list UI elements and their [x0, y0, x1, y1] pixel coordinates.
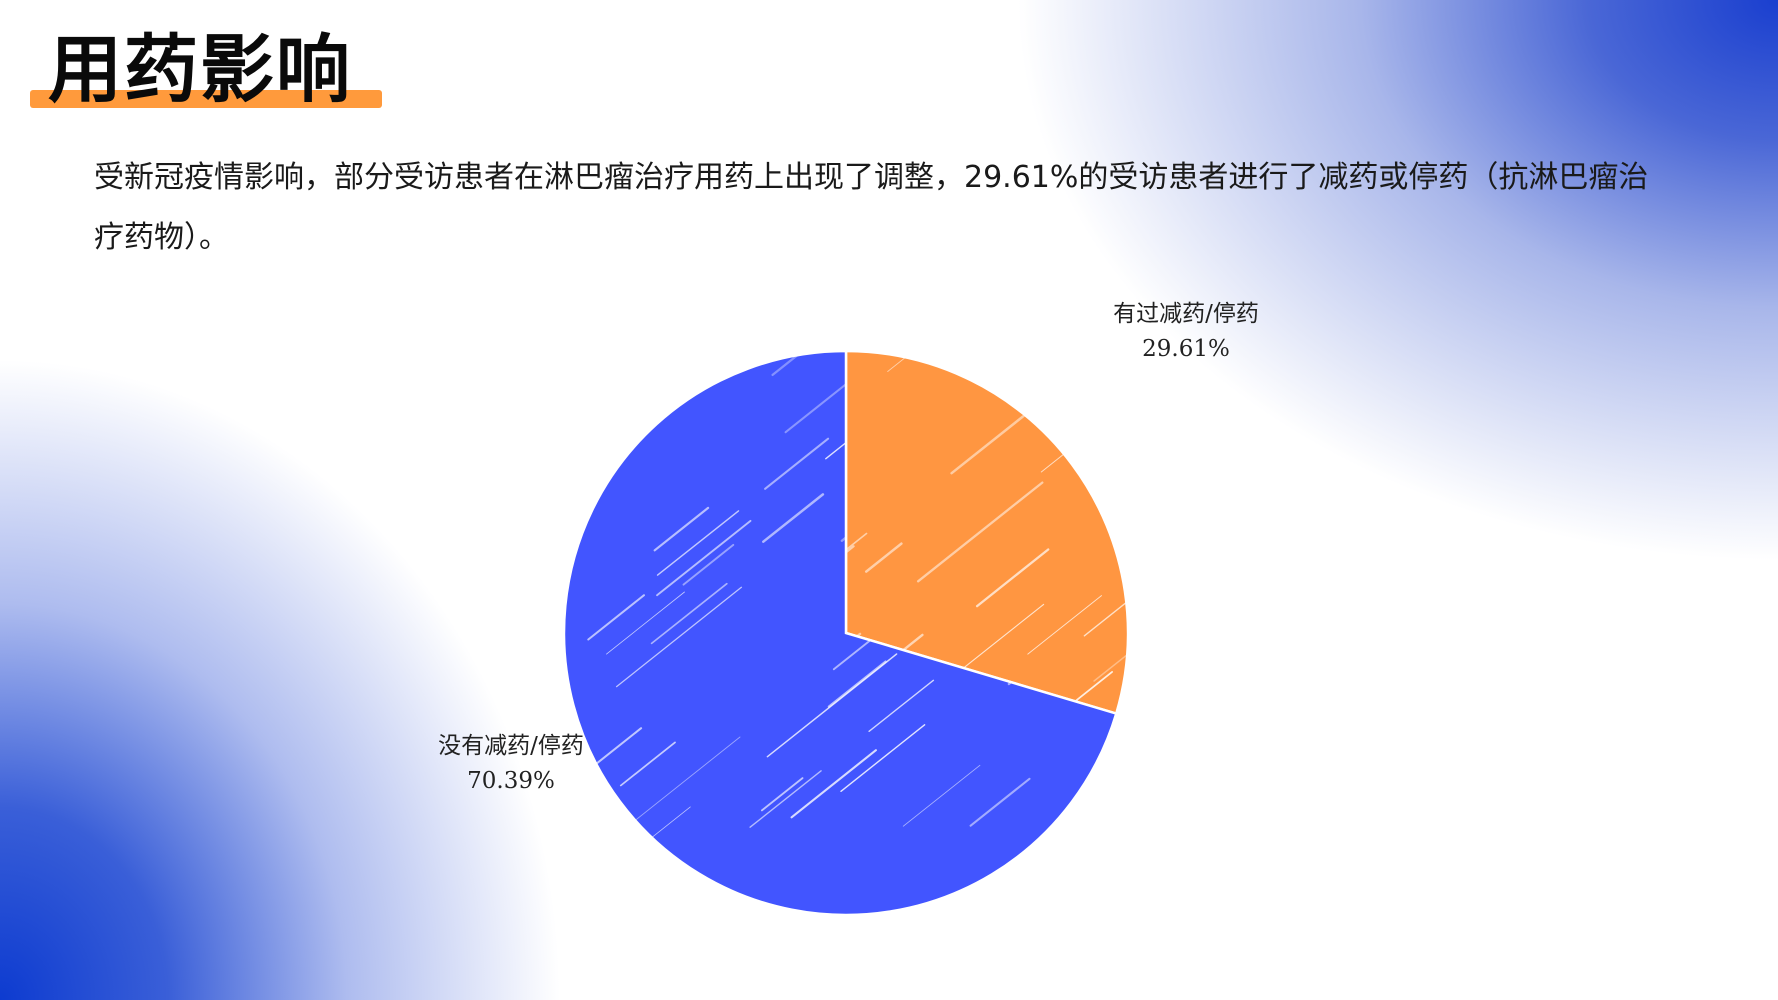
slice-label-name-1: 有过减药/停药 — [1113, 301, 1259, 327]
pie-slices — [562, 349, 1130, 917]
pie-labels: 有过减药/停药 29.61% 没有减药/停药 70.39% — [438, 301, 1259, 794]
description-text: 受新冠疫情影响，部分受访患者在淋巴瘤治疗用药上出现了调整，29.61%的受访患者… — [94, 160, 1649, 255]
title-underline-bar — [30, 90, 382, 108]
page-title: 用药影响 — [48, 27, 352, 113]
slice-label-value-2: 70.39% — [467, 768, 555, 794]
title-block: 用药影响 — [30, 22, 382, 112]
pie-slice-1 — [844, 349, 1130, 716]
slice-label-value-1: 29.61% — [1142, 336, 1230, 362]
pie-slice-2 — [562, 349, 1118, 917]
slice-label-name-2: 没有减药/停药 — [438, 733, 584, 759]
